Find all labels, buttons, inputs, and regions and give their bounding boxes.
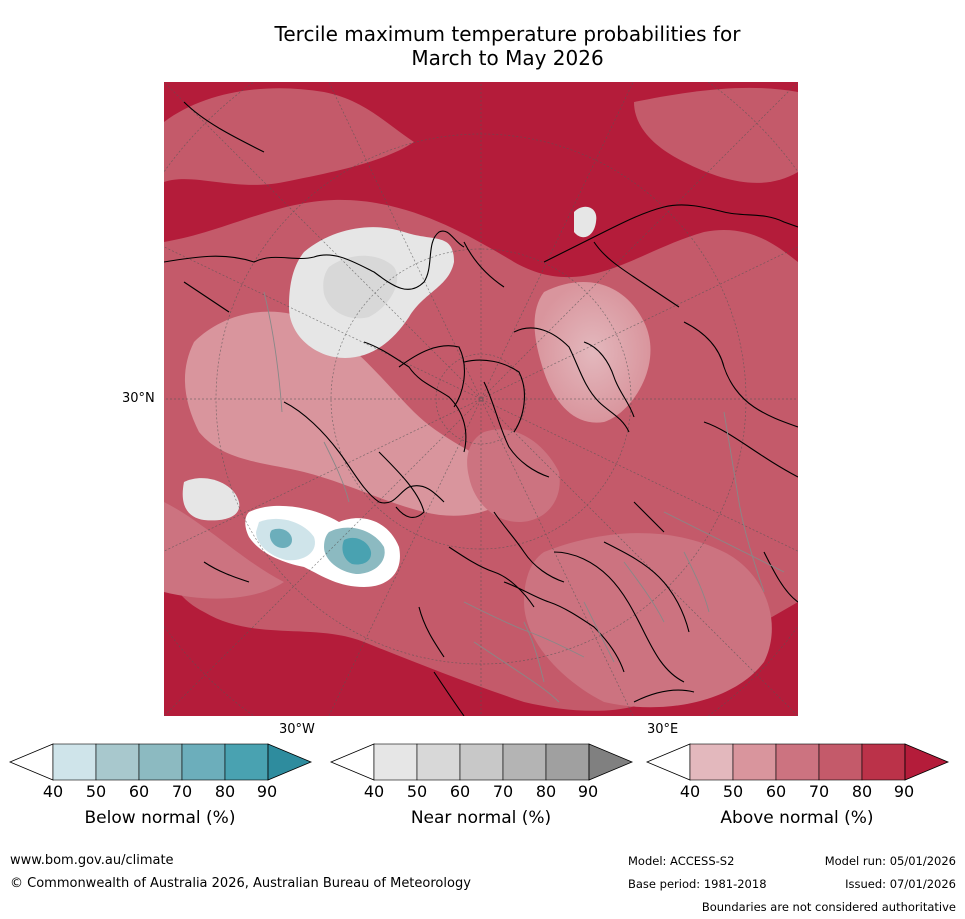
legend-above-normal-title: Above normal (%)	[720, 808, 874, 828]
title-line-1: Tercile maximum temperature probabilitie…	[274, 22, 741, 46]
tick-near-4: 80	[535, 782, 557, 801]
footer-copyright: © Commonwealth of Australia 2026, Austra…	[10, 876, 471, 891]
colorbar-below-segment-2	[138, 743, 183, 781]
colorbar-above-segment-2	[775, 743, 820, 781]
legend-near-normal-colorbar	[329, 742, 634, 782]
tick-above-0: 40	[679, 782, 701, 801]
footer-issued: Issued: 07/01/2026	[845, 877, 956, 891]
colorbar-above-segment-0	[689, 743, 734, 781]
legend-near-normal-title: Near normal (%)	[410, 808, 552, 828]
tick-near-0: 40	[363, 782, 385, 801]
colorbar-near-segment-0	[373, 743, 418, 781]
tick-above-1: 50	[722, 782, 744, 801]
below-normal-region	[245, 505, 400, 587]
tick-above-4: 80	[851, 782, 873, 801]
footer-base-period: Base period: 1981-2018	[628, 877, 767, 891]
tick-near-1: 50	[406, 782, 428, 801]
colorbar-below-svg	[8, 743, 313, 781]
colorbar-near-segment-3	[502, 743, 547, 781]
colorbar-near-segment-4	[545, 743, 590, 781]
footer-model: Model: ACCESS-S2	[628, 854, 735, 868]
tick-below-3: 70	[171, 782, 193, 801]
legend-above-normal-ticks: 40 50 60 70 80 90	[637, 782, 957, 802]
colorbar-near-max-extension	[588, 743, 634, 781]
tick-below-2: 60	[128, 782, 150, 801]
legend-below-normal-colorbar	[8, 742, 313, 782]
colorbar-below-min-extension	[8, 743, 54, 781]
colorbar-below-segment-3	[181, 743, 226, 781]
tick-below-5: 90	[256, 782, 278, 801]
country-borders	[263, 291, 785, 703]
legend-above-normal-colorbar	[645, 742, 950, 782]
map-canvas	[164, 82, 798, 716]
colorbar-near-svg	[329, 743, 634, 781]
near-normal-region	[182, 206, 597, 521]
legend-near-normal-ticks: 40 50 60 70 80 90	[321, 782, 641, 802]
colorbar-near-segment-2	[459, 743, 504, 781]
colorbar-above-segment-1	[732, 743, 777, 781]
colorbar-above-segment-3	[818, 743, 863, 781]
map-title: Tercile maximum temperature probabilitie…	[160, 22, 855, 70]
footer-model-run: Model run: 05/01/2026	[824, 854, 956, 868]
tick-near-2: 60	[449, 782, 471, 801]
tick-above-2: 60	[765, 782, 787, 801]
footer-website: www.bom.gov.au/climate	[10, 853, 174, 868]
colorbar-below-segment-4	[224, 743, 269, 781]
colorbar-below-segment-0	[52, 743, 97, 781]
colorbar-above-svg	[645, 743, 950, 781]
colorbar-below-max-extension	[267, 743, 313, 781]
colorbar-near-segment-1	[416, 743, 461, 781]
graticule	[164, 82, 798, 716]
tick-near-3: 70	[492, 782, 514, 801]
tick-below-1: 50	[85, 782, 107, 801]
coastlines	[164, 101, 798, 716]
tick-below-4: 80	[214, 782, 236, 801]
legend-below-normal-title: Below normal (%)	[84, 808, 236, 828]
longitude-label-30e: 30°E	[647, 722, 679, 737]
footer-disclaimer: Boundaries are not considered authoritat…	[701, 900, 956, 914]
longitude-label-30w: 30°W	[279, 722, 315, 737]
probability-map	[164, 82, 798, 716]
legend-below-normal-ticks: 40 50 60 70 80 90	[0, 782, 320, 802]
colorbar-above-max-extension	[904, 743, 950, 781]
colorbar-above-min-extension	[645, 743, 691, 781]
tick-below-0: 40	[42, 782, 64, 801]
latitude-label-30n: 30°N	[122, 391, 155, 406]
title-line-2: March to May 2026	[411, 46, 604, 70]
colorbar-above-segment-4	[861, 743, 906, 781]
tick-near-5: 90	[577, 782, 599, 801]
colorbar-below-segment-1	[95, 743, 140, 781]
above-normal-low-regions	[184, 282, 651, 522]
colorbar-near-min-extension	[329, 743, 375, 781]
tick-above-3: 70	[808, 782, 830, 801]
tick-above-5: 90	[893, 782, 915, 801]
